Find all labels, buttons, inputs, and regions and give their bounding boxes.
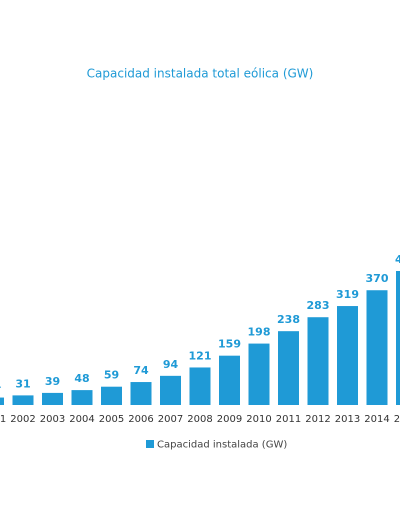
value-label: 48	[74, 372, 89, 385]
bar	[160, 375, 181, 405]
x-tick-label: 2005	[99, 414, 124, 425]
bar	[0, 397, 4, 405]
bar	[189, 367, 211, 405]
value-label: 159	[218, 338, 241, 351]
x-tick-label: 2003	[40, 414, 65, 425]
bar	[337, 306, 358, 405]
bar	[12, 395, 34, 405]
x-tick-label: 2007	[158, 414, 183, 425]
legend-label: Capacidad instalada (GW)	[157, 440, 287, 451]
bar	[396, 271, 400, 405]
value-label: 24	[0, 380, 1, 393]
chart-title: Capacidad instalada total eólica (GW)	[87, 67, 314, 81]
bar	[307, 317, 329, 405]
value-label: 370	[366, 272, 389, 285]
x-tick-label: 2001	[0, 414, 6, 425]
x-tick-label: 2009	[217, 414, 242, 425]
value-label: 94	[163, 358, 179, 371]
x-tick-label: 2006	[128, 414, 153, 425]
x-tick-label: 2015	[394, 414, 400, 425]
value-label: 31	[15, 377, 30, 390]
x-tick-label: 2013	[335, 414, 360, 425]
x-tick-label: 2011	[276, 414, 301, 425]
x-tick-label: 2014	[364, 414, 389, 425]
bar	[219, 355, 240, 405]
bar	[278, 331, 299, 405]
legend-swatch	[146, 440, 154, 448]
value-label: 121	[189, 349, 212, 362]
bar	[248, 343, 270, 405]
bar	[366, 290, 388, 405]
x-tick-label: 2002	[10, 414, 35, 425]
value-label: 238	[277, 313, 300, 326]
value-label: 59	[104, 369, 119, 382]
value-label: 432	[395, 253, 400, 266]
value-label: 198	[248, 326, 271, 339]
value-label: 283	[307, 299, 330, 312]
x-tick-label: 2010	[246, 414, 271, 425]
value-label: 74	[133, 364, 149, 377]
bar	[101, 386, 122, 405]
x-tick-label: 2008	[187, 414, 212, 425]
bar	[71, 390, 93, 405]
value-label: 319	[336, 288, 359, 301]
bar	[130, 382, 152, 405]
x-tick-label: 2004	[69, 414, 94, 425]
bar	[42, 392, 63, 405]
value-label: 39	[45, 375, 60, 388]
x-tick-label: 2012	[305, 414, 330, 425]
